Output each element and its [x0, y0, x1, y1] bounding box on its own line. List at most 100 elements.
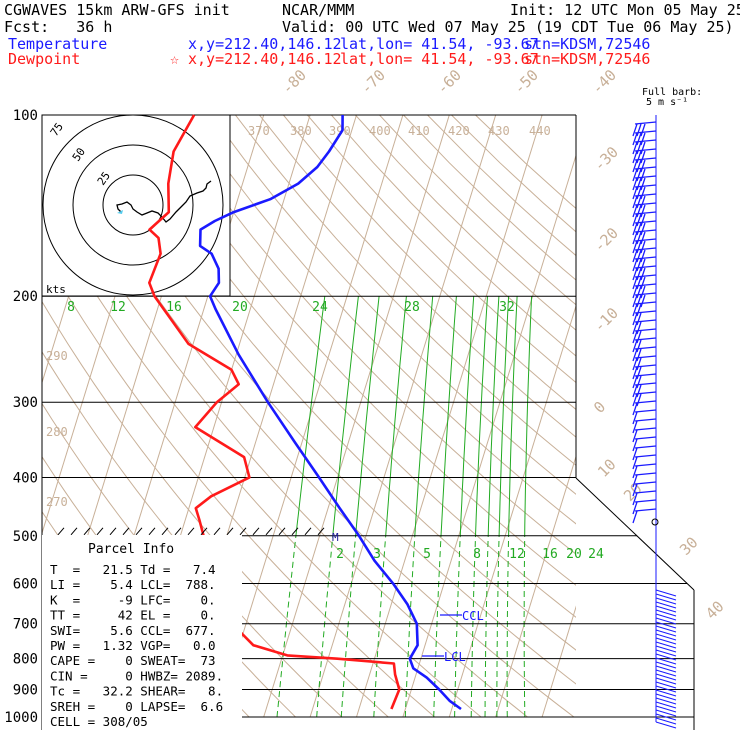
hodograph-ring-50 — [72, 144, 194, 266]
wind-barb — [632, 319, 657, 335]
parcel-info-line: CIN = 0 HWBZ= 2089. — [50, 668, 223, 683]
wind-barb — [655, 709, 677, 717]
parcel-info-box: Parcel Info T = 21.5 Td = 7.4LI = 5.4 LC… — [42, 535, 242, 730]
pressure-tick-label: 1000 — [4, 710, 38, 726]
theta-label: 370 — [248, 124, 270, 138]
wind-barb — [655, 713, 677, 721]
wind-barb — [655, 657, 677, 665]
pressure-tick-label: 600 — [13, 576, 38, 592]
wind-barb — [632, 418, 657, 434]
parcel-info-line: SREH = 0 LAPSE= 6.6 — [50, 699, 223, 714]
mixing-ratio-upper — [440, 296, 457, 536]
parcel-info-line: LI = 5.4 LCL= 788. — [50, 577, 216, 592]
wind-barb — [632, 148, 657, 164]
wind-barb — [655, 717, 677, 725]
hodograph-units: kts — [46, 283, 66, 296]
wind-barb — [632, 265, 657, 281]
isotherm-label: 40 — [702, 597, 728, 623]
wind-barb — [632, 337, 657, 353]
isotherm-line — [402, 153, 576, 718]
pressure-tick-label: 100 — [13, 108, 38, 124]
barb-legend-units: 5 m s⁻¹ — [646, 97, 688, 108]
dewpoint-profile — [148, 114, 401, 710]
mixing-ratio-lower — [316, 535, 334, 718]
wind-barb — [655, 593, 677, 601]
hatch-mark — [148, 527, 156, 536]
wind-barb — [632, 229, 657, 245]
wind-barb — [632, 220, 657, 236]
wind-barb — [655, 625, 677, 633]
hodograph-inset: 75 50 25 kts — [41, 114, 231, 297]
mixing-ratio-lower — [484, 535, 489, 718]
wind-barb — [655, 697, 677, 705]
dry-adiabat — [186, 115, 576, 525]
hatch-mark — [122, 527, 130, 536]
parcel-info-background — [42, 535, 242, 730]
temperature-profile — [198, 114, 462, 711]
mixing-ratio-label: 3 — [373, 547, 381, 562]
wind-barb — [632, 166, 657, 182]
mixing-ratio-lower — [523, 535, 526, 718]
hatch-mark — [187, 527, 195, 536]
valid-time: Valid: 00 UTC Wed 07 May 25 (19 CDT Tue … — [282, 18, 734, 36]
wind-barb — [655, 633, 677, 641]
wind-barb — [655, 589, 677, 597]
mixing-ratio-upper — [295, 296, 326, 536]
dry-adiabat-lines — [42, 115, 576, 718]
parcel-info-line: SWI= 5.6 CCL= 677. — [50, 623, 216, 638]
wind-barb — [632, 157, 657, 173]
dry-adiabat — [42, 157, 528, 718]
theta-label: 380 — [290, 124, 312, 138]
init-time: Init: 12 UTC Mon 05 May 25 — [510, 1, 740, 19]
isotherm-label: -20 — [590, 224, 622, 256]
mixing-ratio-label: 8 — [473, 547, 481, 562]
wind-barb — [655, 685, 677, 693]
hatch-mark — [70, 527, 78, 536]
wind-barb — [655, 669, 677, 677]
wind-barb — [655, 689, 677, 697]
hatch-marks-500 — [57, 527, 325, 536]
hodograph-storm-marker — [117, 210, 123, 214]
wind-barb — [632, 346, 657, 362]
parcel-info-line: Tc = 32.2 SHEAR= 8. — [50, 684, 223, 699]
isotherm-line — [635, 115, 740, 717]
wind-barb — [632, 211, 657, 227]
mixing-ratio-label: 16 — [166, 300, 182, 315]
hodograph-trace — [116, 180, 212, 223]
mixing-ratio-upper — [524, 296, 533, 536]
wind-barbs — [632, 121, 677, 729]
temperature-station: stn=KDSM,72546 — [524, 35, 651, 53]
wind-barb — [632, 139, 657, 155]
dry-adiabat — [475, 115, 576, 210]
wind-barb — [632, 193, 657, 209]
theta-label: 270 — [46, 495, 68, 509]
mixing-ratio-label: 32 — [499, 300, 515, 315]
isotherm-line — [309, 115, 497, 718]
wind-barb — [632, 301, 657, 317]
mixing-ratio-lower — [340, 535, 357, 718]
mixing-ratio-upper — [475, 296, 488, 536]
wind-barb — [632, 184, 657, 200]
pressure-tick-label: 300 — [13, 395, 38, 411]
hatch-mark — [161, 527, 169, 536]
dry-adiabat — [331, 115, 576, 357]
parcel-info-line: CAPE = 0 SWEAT= 73 — [50, 653, 216, 668]
isotherm-line — [495, 454, 576, 718]
parcel-info-line: T = 21.5 Td = 7.4 — [50, 562, 216, 577]
mixing-ratio-lower — [276, 535, 297, 718]
dewpoint-xy: x,y=212.40,146.12 — [188, 50, 342, 68]
isotherm-label: -80 — [278, 66, 310, 98]
pressure-tick-label: 700 — [13, 617, 38, 633]
wind-barb — [632, 472, 657, 488]
wind-barb — [632, 238, 657, 254]
wind-barb — [632, 175, 657, 191]
wind-barb — [632, 382, 657, 398]
temperature-latlon: lat,lon= 41.54, -93.67 — [340, 35, 539, 53]
wind-barb — [632, 121, 657, 137]
wind-barb — [632, 409, 657, 425]
wind-barb — [632, 247, 657, 263]
plot-right-diagonal — [575, 477, 695, 591]
mixing-ratio-label: 8 — [67, 300, 75, 315]
wind-barb — [655, 597, 677, 605]
